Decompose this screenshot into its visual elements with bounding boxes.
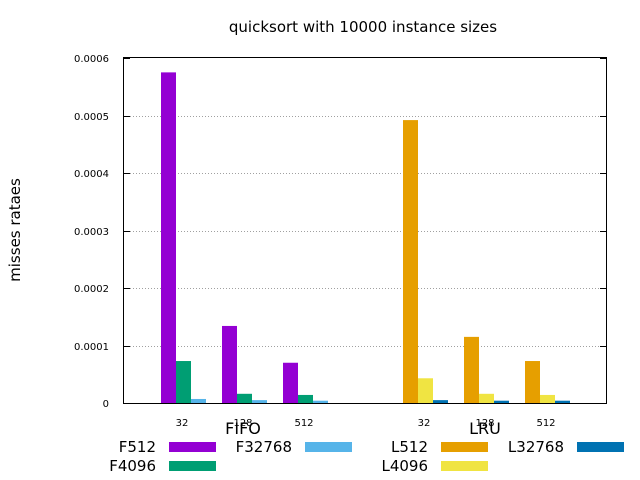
bar: [525, 361, 540, 403]
bar: [464, 336, 479, 403]
bar: [494, 400, 509, 403]
legend-label: F32768: [236, 438, 292, 456]
bar: [222, 325, 237, 403]
bar: [479, 393, 494, 403]
bar: [555, 400, 570, 403]
legend-label: L512: [391, 438, 428, 456]
bar: [252, 400, 267, 403]
labels-layer: 0 0.0001 0.0002 0.0003 0.0004 0.0005 0.0006 32 1…: [74, 54, 556, 438]
bar: [237, 393, 252, 403]
bar: [283, 362, 298, 403]
plot-frame: [123, 57, 607, 404]
legend-swatch: [305, 442, 352, 452]
group-label: LRU: [469, 419, 501, 438]
y-tick-label: 0.0006: [74, 54, 109, 65]
bar: [540, 394, 555, 403]
bar: [313, 400, 328, 403]
legend-label: L4096: [381, 457, 428, 475]
legend-label: L32768: [508, 438, 564, 456]
y-axis-label: misses rataes: [6, 178, 24, 282]
legend-label: F4096: [109, 457, 156, 475]
category-label: 512: [294, 418, 313, 429]
category-label: 512: [536, 418, 555, 429]
y-tick-label: 0.0003: [74, 227, 109, 238]
y-tick-label: 0.0001: [74, 342, 109, 353]
y-tick-label: 0.0005: [74, 112, 109, 123]
legend-swatch: [441, 461, 488, 471]
bar: [176, 361, 191, 403]
legend-swatch: [169, 442, 216, 452]
grid-layer: [124, 116, 606, 347]
chart-title: quicksort with 10000 instance sizes: [229, 18, 497, 36]
category-label: 128: [233, 418, 252, 429]
y-tick-label: 0: [103, 399, 109, 410]
bar: [403, 120, 418, 403]
group-label: FIFO: [225, 419, 261, 438]
legend-swatch: [441, 442, 488, 452]
legend-swatch: [169, 461, 216, 471]
bar: [298, 394, 313, 403]
bars-layer: [161, 72, 570, 403]
y-tick-label: 0.0002: [74, 284, 109, 295]
category-label: 128: [475, 418, 494, 429]
legend-label: F512: [119, 438, 156, 456]
ticks-layer: [124, 58, 606, 404]
bar: [433, 400, 448, 403]
bar: [161, 72, 176, 403]
bar: [418, 378, 433, 403]
bar: [191, 398, 206, 403]
y-tick-label: 0.0004: [74, 169, 109, 180]
category-label: 32: [418, 418, 431, 429]
legend-swatch: [577, 442, 624, 452]
category-label: 32: [176, 418, 189, 429]
